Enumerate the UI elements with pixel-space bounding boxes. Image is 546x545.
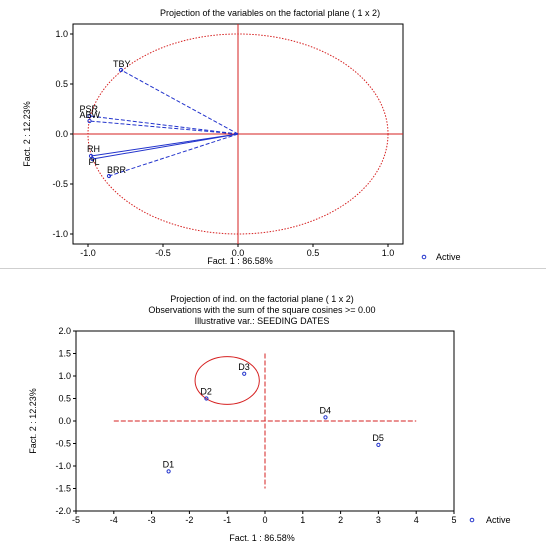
point-label-abw: ABW — [80, 110, 101, 120]
point-d3 — [242, 371, 247, 376]
tick-labels: -5 -4 -3 -2 -1 0 1 2 3 4 5 2.0 1.5 1.0 0.5 0.0 -0.5 -1.0 -… — [55, 326, 456, 525]
y-axis-label: Fact. 2 : 12.23% — [28, 388, 38, 454]
legend-marker — [469, 517, 475, 523]
y-tick-label: 0.0 — [58, 416, 71, 426]
chart-subtitle: Observations with the sum of the square … — [148, 305, 375, 315]
data-marks: D1 D2 D3 D4 D5 — [163, 362, 384, 474]
unit-correlation-circle — [87, 33, 389, 235]
x-tick-label: 1 — [300, 515, 305, 525]
vector-rh — [90, 133, 239, 157]
point-pl — [90, 156, 95, 162]
y-tick-label: 1.0 — [58, 371, 71, 381]
chart-subtitle-illustrative: Illustrative var.: SEEDING DATES — [195, 316, 330, 326]
point-label-d4: D4 — [319, 405, 331, 415]
point-label-rh: RH — [87, 144, 100, 154]
axes-group — [113, 353, 417, 489]
individuals-projection-panel: Projection of ind. on the factorial plan… — [0, 287, 546, 545]
y-axis-label: Fact. 2 : 12.23% — [22, 101, 32, 167]
legend: Active — [421, 252, 461, 262]
x-tick-label: -4 — [110, 515, 118, 525]
y-tick-label: 1.0 — [55, 29, 68, 39]
individuals-projection-chart: Projection of ind. on the factorial plan… — [28, 294, 511, 543]
x-tick-label: 3 — [376, 515, 381, 525]
point-label-d1: D1 — [163, 459, 175, 469]
vector-psr — [89, 115, 239, 135]
y-tick-label: 1.5 — [58, 349, 71, 359]
point-label-d5: D5 — [372, 433, 384, 443]
y-tick-label: -0.5 — [52, 179, 68, 189]
x-tick-label: -2 — [185, 515, 193, 525]
y-tick-label: 0.5 — [58, 394, 71, 404]
point-d2 — [204, 396, 209, 401]
point-d4 — [323, 415, 328, 420]
cluster-circle — [194, 356, 260, 405]
x-tick-label: 5 — [451, 515, 456, 525]
y-tick-label: 0.0 — [55, 129, 68, 139]
y-tick-label: 2.0 — [58, 326, 71, 336]
point-abw — [87, 118, 92, 124]
x-axis-label: Fact. 1 : 86.58% — [207, 256, 273, 266]
y-tick-label: -1.5 — [55, 484, 71, 494]
point-brr — [106, 173, 112, 179]
y-tick-label: -2.0 — [55, 506, 71, 516]
vector-pl — [92, 133, 239, 160]
x-tick-label: 0 — [262, 515, 267, 525]
x-tick-label: 4 — [414, 515, 419, 525]
chart-title: Projection of the variables on the facto… — [160, 8, 380, 18]
x-tick-label: 0.0 — [232, 248, 245, 258]
x-axis-label: Fact. 1 : 86.58% — [229, 533, 295, 543]
legend-marker — [421, 254, 427, 260]
point-d1 — [166, 469, 171, 474]
chart-title: Projection of ind. on the factorial plan… — [170, 294, 354, 304]
point-psr — [87, 113, 92, 119]
x-tick-label: -3 — [148, 515, 156, 525]
legend-label: Active — [436, 252, 461, 262]
legend: Active — [469, 515, 511, 525]
point-label-brr: BRR — [107, 165, 127, 175]
point-label-psr: PSR — [80, 104, 99, 114]
y-tick-label: -1.0 — [55, 461, 71, 471]
y-tick-label: 0.5 — [55, 79, 68, 89]
x-tick-label: 2 — [338, 515, 343, 525]
x-tick-label: -5 — [72, 515, 80, 525]
vector-brr — [108, 133, 239, 177]
x-tick-label: -1 — [223, 515, 231, 525]
variables-projection-chart: Projection of the variables on the facto… — [22, 8, 461, 266]
point-label-d3: D3 — [238, 362, 250, 372]
vector-tby — [120, 69, 239, 135]
vector-abw — [89, 120, 239, 135]
x-tick-label: -0.5 — [155, 248, 171, 258]
point-label-d2: D2 — [200, 387, 212, 397]
point-label-tby: TBY — [113, 59, 131, 69]
variables-projection-panel: Projection of the variables on the facto… — [0, 0, 546, 269]
y-tick-label: -1.0 — [52, 229, 68, 239]
tick-labels: -1.0 -0.5 0.0 0.5 1.0 1.0 0.5 0.0 -0.5 -1.0 — [52, 29, 394, 258]
point-tby — [118, 67, 124, 73]
legend-label: Active — [486, 515, 511, 525]
point-label-pl: PL — [89, 157, 100, 167]
y-tick-label: -0.5 — [55, 439, 71, 449]
x-tick-label: 0.5 — [307, 248, 320, 258]
x-tick-label: -1.0 — [80, 248, 96, 258]
x-tick-label: 1.0 — [382, 248, 395, 258]
point-d5 — [376, 442, 381, 447]
